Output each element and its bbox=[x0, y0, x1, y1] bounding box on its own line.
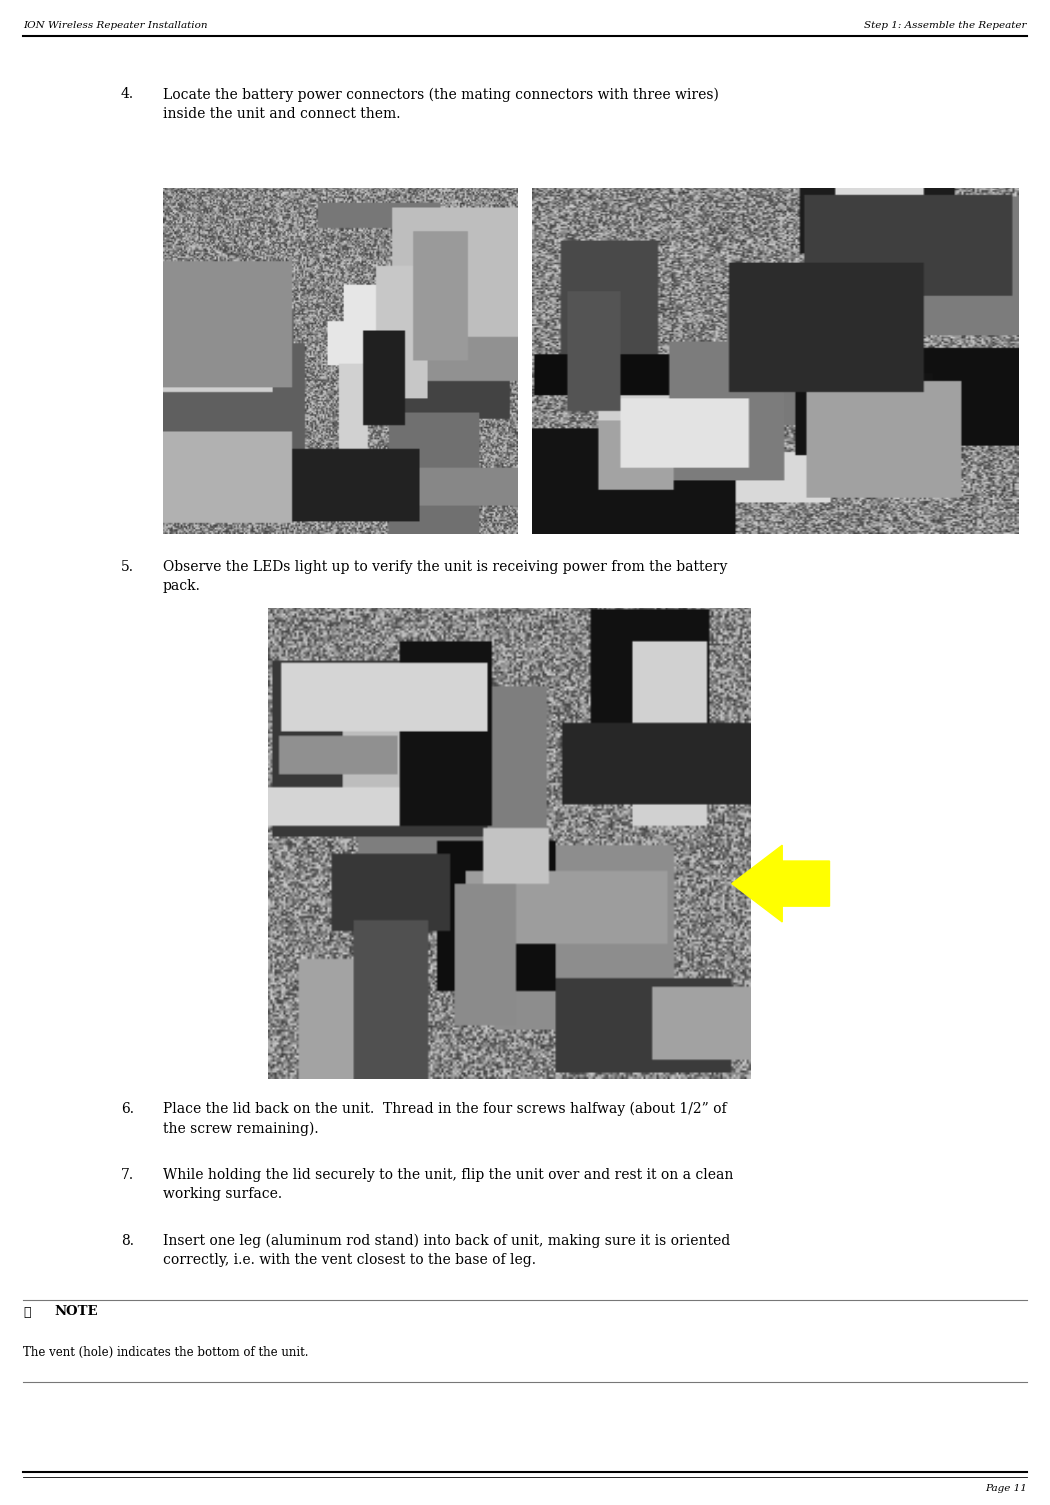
Text: 4.: 4. bbox=[121, 87, 134, 101]
Text: 8.: 8. bbox=[121, 1234, 133, 1248]
Text: The vent (hole) indicates the bottom of the unit.: The vent (hole) indicates the bottom of … bbox=[23, 1345, 309, 1359]
Text: 7.: 7. bbox=[121, 1168, 134, 1181]
Text: Locate the battery power connectors (the mating connectors with three wires)
ins: Locate the battery power connectors (the… bbox=[163, 87, 718, 120]
Text: Step 1: Assemble the Repeater: Step 1: Assemble the Repeater bbox=[864, 21, 1027, 30]
Text: Place the lid back on the unit.  Thread in the four screws halfway (about 1/2” o: Place the lid back on the unit. Thread i… bbox=[163, 1102, 727, 1136]
Text: Observe the LEDs light up to verify the unit is receiving power from the battery: Observe the LEDs light up to verify the … bbox=[163, 560, 727, 593]
Text: 6.: 6. bbox=[121, 1102, 133, 1115]
Text: While holding the lid securely to the unit, flip the unit over and rest it on a : While holding the lid securely to the un… bbox=[163, 1168, 733, 1201]
Text: NOTE: NOTE bbox=[55, 1305, 98, 1318]
Text: Page 11: Page 11 bbox=[985, 1484, 1027, 1493]
Text: ION Wireless Repeater Installation: ION Wireless Repeater Installation bbox=[23, 21, 208, 30]
Text: 📝: 📝 bbox=[23, 1306, 30, 1320]
Text: Insert one leg (aluminum rod stand) into back of unit, making sure it is oriente: Insert one leg (aluminum rod stand) into… bbox=[163, 1234, 730, 1267]
FancyArrow shape bbox=[732, 846, 830, 923]
Text: 5.: 5. bbox=[121, 560, 133, 573]
